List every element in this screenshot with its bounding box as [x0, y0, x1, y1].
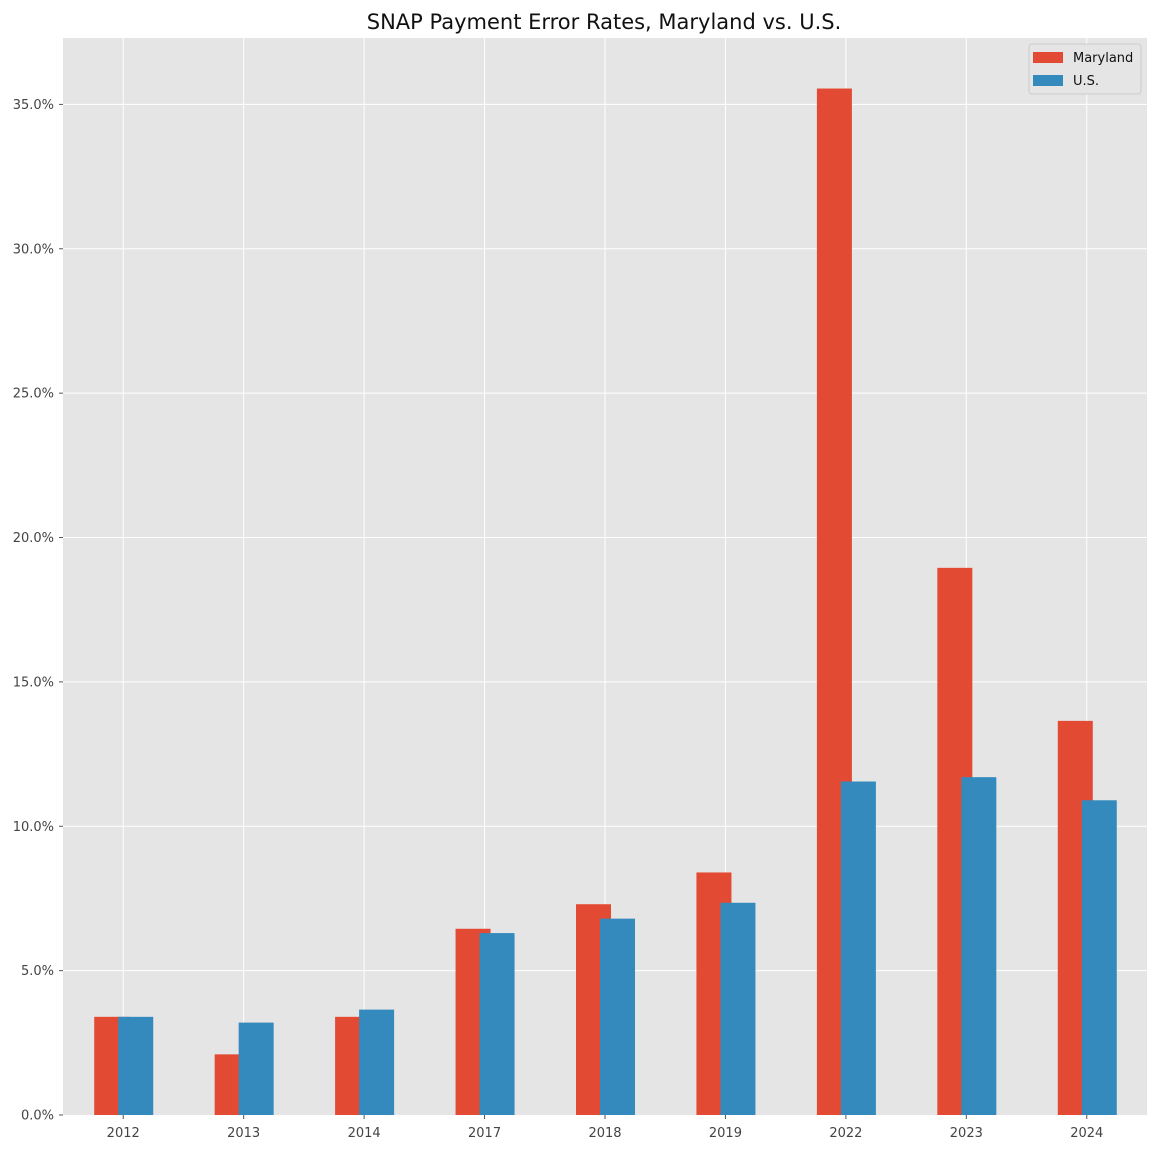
bar-u-s-2013[interactable] [238, 1022, 274, 1115]
y-tick-label: 35.0% [13, 98, 54, 113]
x-tick-label: 2019 [709, 1126, 742, 1141]
chart-title: SNAP Payment Error Rates, Maryland vs. U… [367, 10, 842, 34]
x-tick-label: 2017 [468, 1126, 501, 1141]
bar-u-s-2022[interactable] [840, 781, 876, 1115]
bars [94, 88, 1117, 1115]
y-tick-label: 5.0% [21, 964, 54, 979]
x-tick-label: 2012 [107, 1126, 140, 1141]
bar-u-s-2017[interactable] [479, 933, 515, 1115]
x-tick-label: 2014 [348, 1126, 381, 1141]
y-tick-label: 15.0% [13, 675, 54, 690]
y-axis: 0.0% 5.0% 10.0% 15.0% 20.0% 25.0% 30.0% 35.0% [13, 98, 63, 1124]
bar-u-s-2012[interactable] [118, 1016, 154, 1115]
x-tick-label: 2024 [1070, 1126, 1103, 1141]
legend-swatch-maryland [1033, 52, 1063, 63]
x-tick-label: 2022 [829, 1126, 862, 1141]
x-tick-label: 2018 [588, 1126, 621, 1141]
y-tick-label: 20.0% [13, 531, 54, 546]
bar-u-s-2014[interactable] [359, 1009, 395, 1115]
bar-u-s-2019[interactable] [720, 902, 756, 1115]
legend-label: U.S. [1073, 74, 1099, 89]
x-axis: 2012 2013 2014 2017 2018 2019 2022 2023 2024 [107, 1115, 1103, 1141]
bar-u-s-2018[interactable] [600, 918, 635, 1115]
x-tick-label: 2013 [227, 1126, 260, 1141]
x-tick-label: 2023 [950, 1126, 983, 1141]
bar-u-s-2024[interactable] [1081, 800, 1117, 1115]
legend-label: Maryland [1073, 51, 1133, 66]
legend: Maryland U.S. [1028, 43, 1142, 95]
y-tick-label: 10.0% [13, 820, 54, 835]
y-tick-label: 0.0% [21, 1109, 54, 1124]
y-tick-label: 30.0% [13, 242, 54, 257]
y-tick-label: 25.0% [13, 387, 54, 402]
bar-u-s-2023[interactable] [961, 777, 997, 1115]
legend-swatch-u-s [1033, 75, 1063, 86]
